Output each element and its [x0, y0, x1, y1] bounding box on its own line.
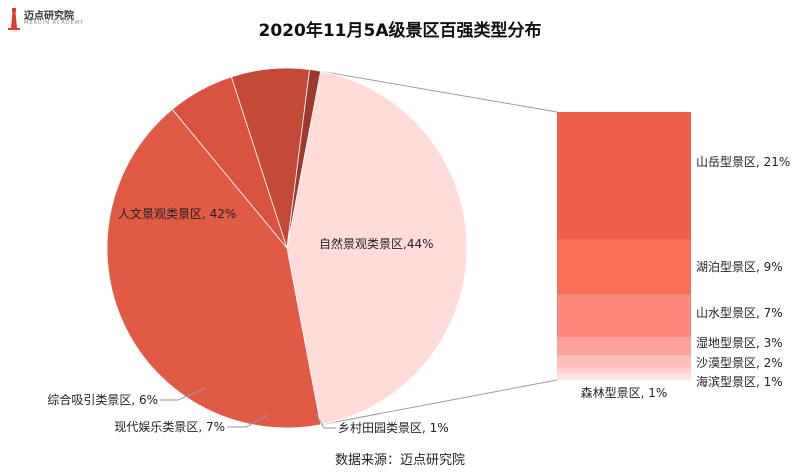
pie — [106, 67, 468, 429]
chart-title: 2020年11月5A级景区百强类型分布 — [258, 21, 542, 41]
pie-label-2: 综合吸引类景区, 6% — [47, 392, 158, 407]
bar-label-4: 湿地型景区, 3% — [696, 335, 783, 350]
bar-segment-4 — [557, 337, 691, 356]
leader-line-3 — [227, 414, 269, 428]
pie-label-3: 现代娱乐类景区, 7% — [114, 420, 225, 434]
data-labels: 人文景观类景区, 42% 综合吸引类景区, 6% 现代娱乐类景区, 7% 乡村田园类景… — [47, 155, 790, 435]
pie-slice-5 — [286, 70, 468, 426]
bar-segment-5 — [557, 355, 691, 368]
pie-label-1: 人文景观类景区, 42% — [118, 206, 236, 221]
pie-label-4: 乡村田园类景区, 1% — [338, 421, 449, 435]
bar-label-3: 山水型景区, 7% — [696, 306, 783, 320]
pie-slice-1 — [106, 108, 322, 429]
logo-subtext: MEADIN ACADEMY — [24, 20, 85, 26]
stacked-bar — [557, 112, 691, 380]
connector-lines — [320, 70, 558, 426]
bar-segment-6 — [557, 367, 691, 374]
bar-label-1: 山岳型景区, 21% — [696, 155, 790, 169]
bar-label-6: 海滨型景区, 1% — [696, 374, 783, 389]
bar-segment-1 — [557, 112, 691, 240]
lighthouse-icon — [8, 8, 20, 30]
pie-label-5: 自然景观类景区,44% — [319, 236, 434, 251]
brand-logo: 迈点研究院 MEADIN ACADEMY — [6, 4, 96, 32]
bar-segment-7 — [557, 373, 691, 380]
bar-label-2: 湖泊型景区, 9% — [696, 259, 783, 274]
connector-line-top — [320, 70, 558, 113]
source-note: 数据来源：迈点研究院 — [334, 453, 465, 468]
bar-label-5: 沙漠型景区, 2% — [696, 356, 783, 370]
connector-line-bottom — [320, 379, 558, 426]
leader-line-2 — [160, 387, 207, 401]
leader-line-4 — [315, 413, 336, 429]
bar-segment-2 — [557, 239, 691, 295]
bar-label-7: 森林型景区, 1% — [581, 385, 668, 400]
logo-text: 迈点研究院 — [24, 11, 74, 22]
bar-segment-3 — [557, 294, 691, 338]
